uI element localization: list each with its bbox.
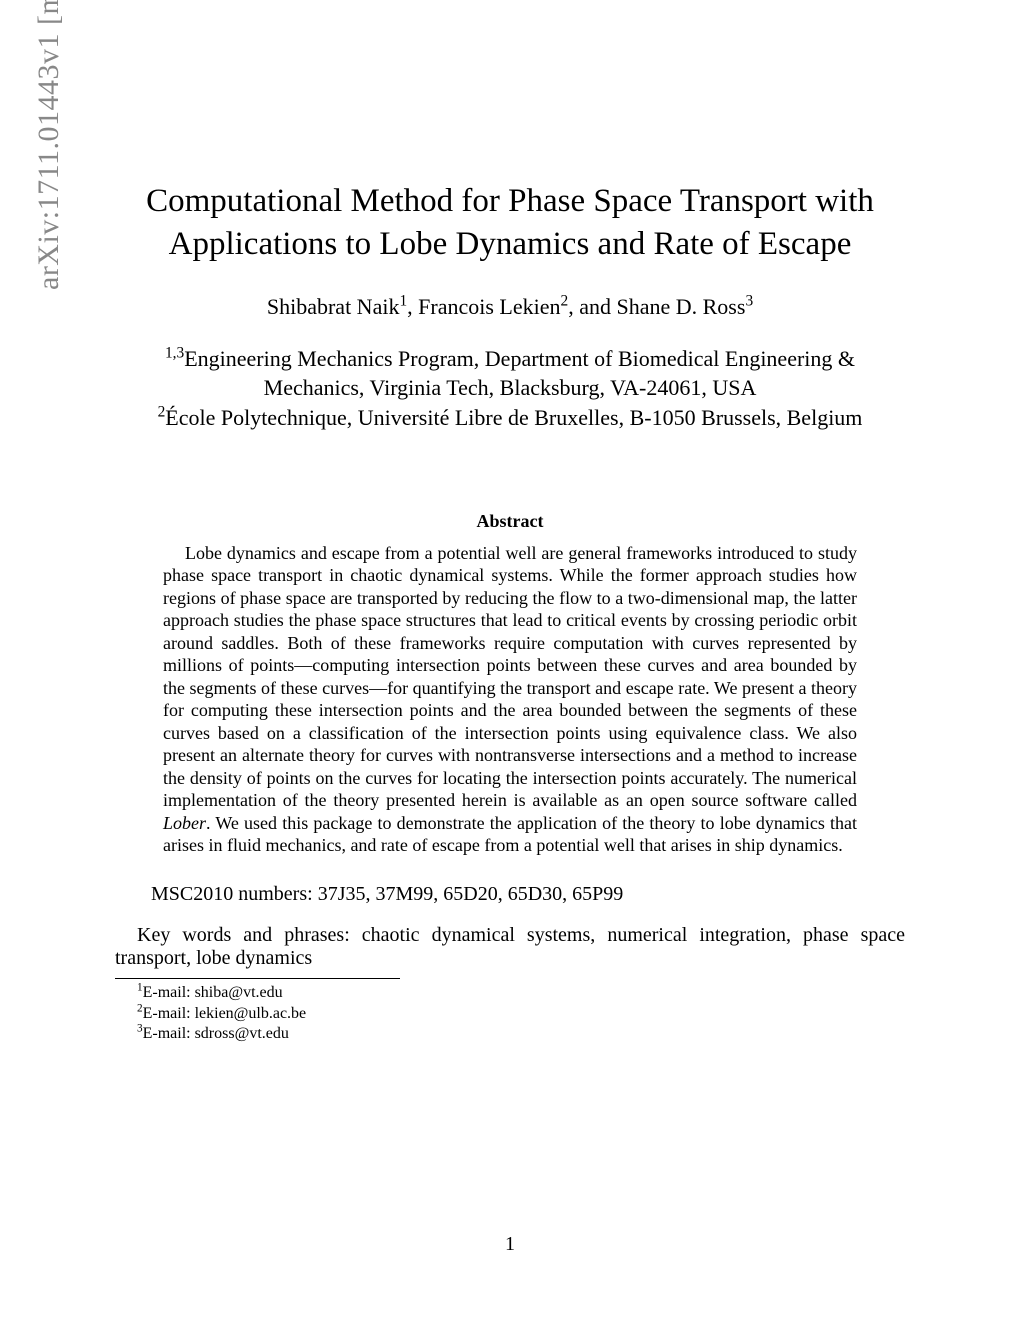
keywords-line: Key words and phrases: chaotic dynamical… — [115, 924, 905, 970]
page-number: 1 — [0, 1233, 1020, 1256]
affiliation-2-text: École Polytechnique, Université Libre de… — [165, 405, 862, 430]
authors-line: Shibabrat Naik1, Francois Lekien2, and S… — [115, 294, 905, 320]
abstract-italic-lober: Lober — [163, 813, 206, 833]
author-2-name: Francois Lekien — [418, 294, 560, 319]
msc-label: MSC2010 numbers: — [151, 883, 318, 905]
paper-title: Computational Method for Phase Space Tra… — [115, 180, 905, 266]
title-line-1: Computational Method for Phase Space Tra… — [146, 183, 874, 219]
footnote-rule — [115, 978, 400, 979]
affiliation-1-text: Engineering Mechanics Program, Departmen… — [184, 346, 855, 401]
affiliations: 1,3Engineering Mechanics Program, Depart… — [115, 344, 905, 433]
footnote-3-text: E-mail: sdross@vt.edu — [143, 1025, 289, 1042]
footnote-2: 2E-mail: lekien@ulb.ac.be — [137, 1004, 905, 1025]
keywords-label: Key words and phrases: — [137, 924, 362, 946]
footnote-1-text: E-mail: shiba@vt.edu — [143, 984, 283, 1001]
page-content: Computational Method for Phase Space Tra… — [0, 0, 1020, 1105]
abstract-text-part-2: . We used this package to demonstrate th… — [163, 813, 857, 856]
affiliation-1-sup: 1,3 — [165, 344, 184, 361]
author-1-name: Shibabrat Naik — [267, 294, 400, 319]
author-3-name: Shane D. Ross — [616, 294, 745, 319]
msc-line: MSC2010 numbers: 37J35, 37M99, 65D20, 65… — [151, 883, 869, 906]
abstract-text-part-1: Lobe dynamics and escape from a potentia… — [163, 543, 857, 811]
footnote-2-text: E-mail: lekien@ulb.ac.be — [143, 1005, 307, 1022]
abstract-heading: Abstract — [115, 511, 905, 532]
arxiv-identifier: arXiv:1711.01443v1 [math.DS] 4 Nov 2017 — [32, 0, 66, 290]
abstract-body: Lobe dynamics and escape from a potentia… — [163, 542, 857, 857]
author-sep-1: , — [407, 294, 418, 319]
author-sep-2: , and — [568, 294, 616, 319]
author-1-sup: 1 — [399, 292, 407, 309]
author-3-sup: 3 — [745, 292, 753, 309]
footnotes: 1E-mail: shiba@vt.edu 2E-mail: lekien@ul… — [115, 983, 905, 1045]
msc-codes: 37J35, 37M99, 65D20, 65D30, 65P99 — [318, 883, 624, 905]
title-line-2: Applications to Lobe Dynamics and Rate o… — [169, 226, 852, 262]
footnote-1: 1E-mail: shiba@vt.edu — [137, 983, 905, 1004]
footnote-3: 3E-mail: sdross@vt.edu — [137, 1024, 905, 1045]
